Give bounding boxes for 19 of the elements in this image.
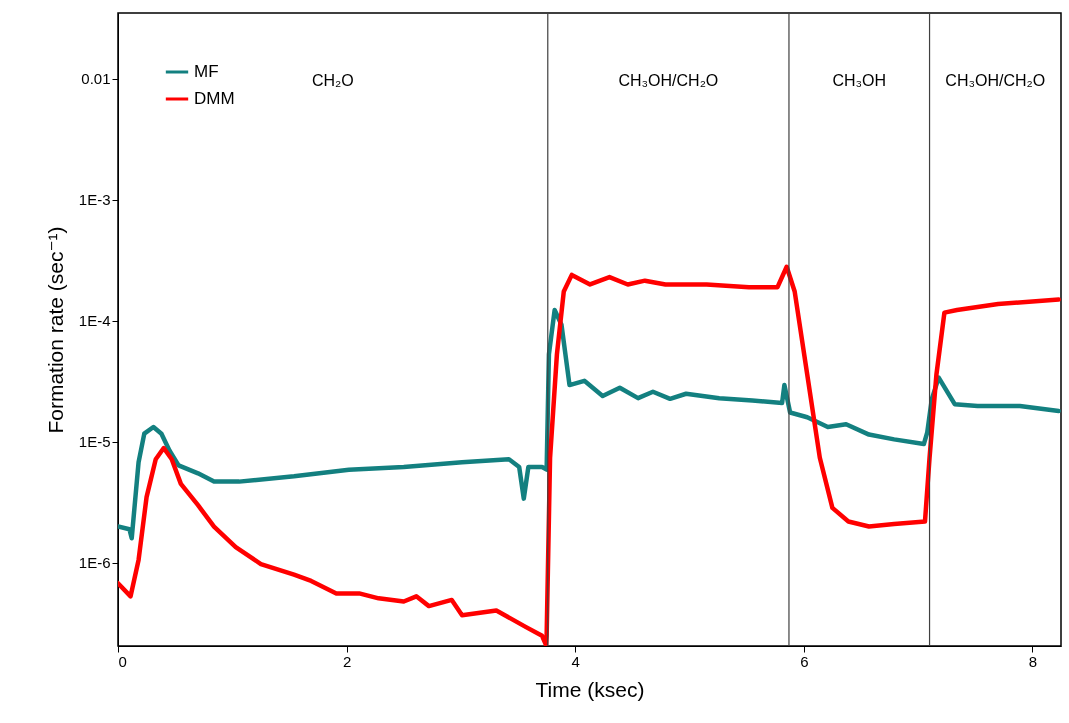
annotation: CH₃OH/CH₂O (945, 72, 1046, 89)
legend-label: DMM (194, 89, 235, 108)
y-tick-label: 1E-4 (78, 312, 111, 330)
x-tick-label: 8 (1028, 652, 1038, 670)
y-axis-title: Formation rate (sec⁻¹) (43, 226, 67, 434)
x-tick-label: 0 (118, 652, 127, 670)
y-tick-label: 1E-3 (78, 191, 111, 209)
annotation: CH₃OH/CH₂O (618, 72, 719, 89)
x-tick-label: 4 (571, 652, 580, 670)
y-tick-label: 1E-6 (78, 554, 111, 572)
y-tick-label: 0.01 (81, 70, 111, 88)
legend-label: MF (194, 62, 219, 81)
y-tick-label: 1E-5 (78, 433, 111, 451)
annotation: CH₂O (312, 72, 354, 89)
line-series (118, 307, 1061, 541)
x-tick-label: 2 (342, 652, 352, 670)
x-axis-title: Time (ksec) (535, 677, 645, 701)
annotation: CH₃OH (832, 72, 887, 89)
x-tick-label: 6 (800, 652, 809, 670)
